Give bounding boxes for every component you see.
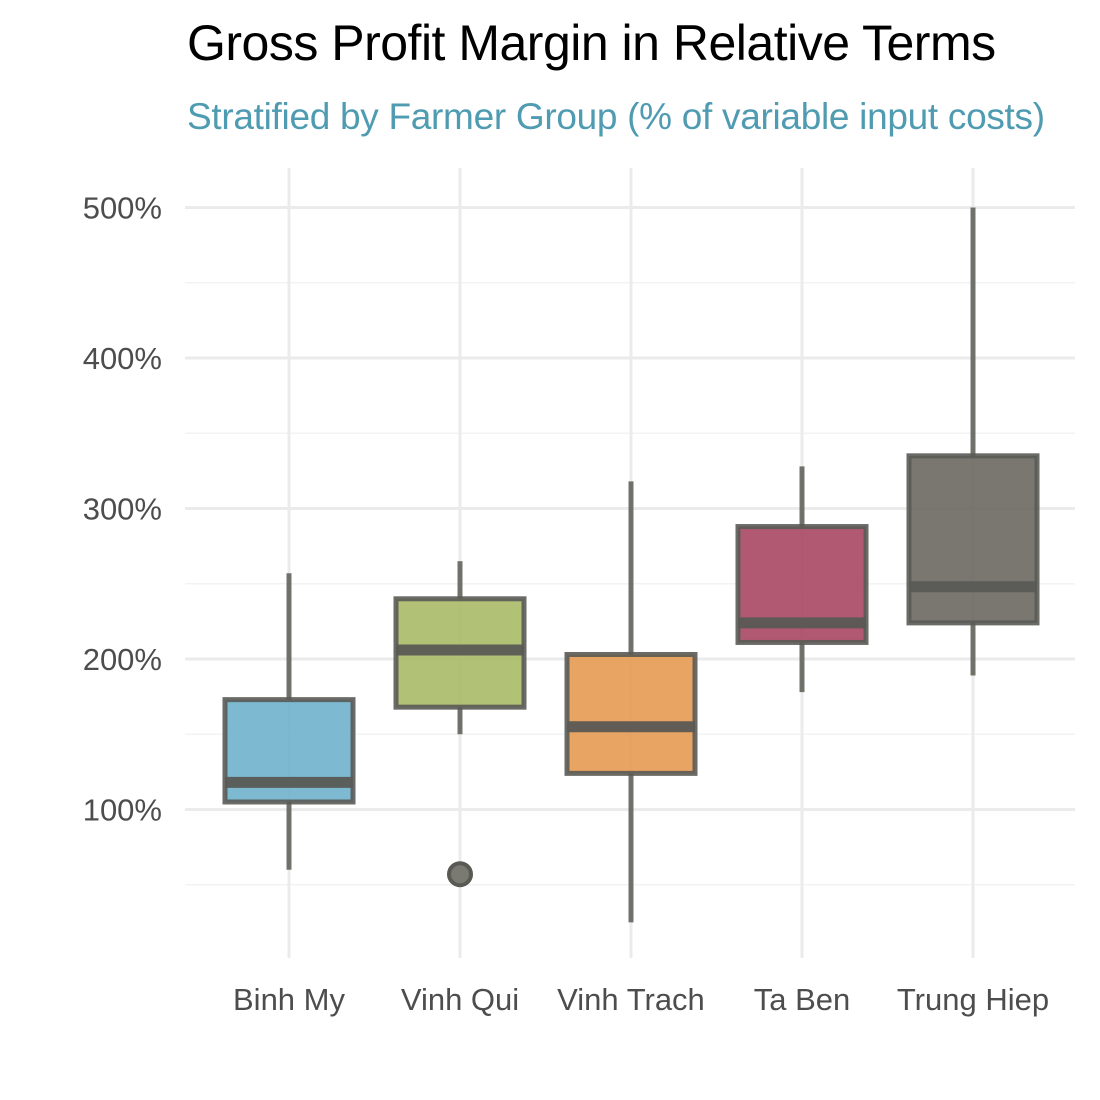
y-tick-label: 200% xyxy=(83,642,162,677)
box-body xyxy=(906,453,1040,626)
chart-subtitle: Stratified by Farmer Group (% of variabl… xyxy=(187,96,1045,137)
x-tick-label: Ta Ben xyxy=(754,982,851,1017)
x-tick-label: Trung Hiep xyxy=(897,982,1049,1017)
y-tick-label: 300% xyxy=(83,492,162,527)
y-tick-label: 400% xyxy=(83,341,162,376)
x-tick-label: Vinh Qui xyxy=(401,982,519,1017)
x-tick-label: Binh My xyxy=(233,982,345,1017)
outlier-point xyxy=(447,861,473,888)
chart-title: Gross Profit Margin in Relative Terms xyxy=(187,15,996,71)
box-vinh-qui xyxy=(393,561,527,888)
box-body xyxy=(564,651,698,776)
box-layer xyxy=(222,207,1040,923)
box-vinh-trach xyxy=(564,481,698,923)
x-tick-label: Vinh Trach xyxy=(557,982,705,1017)
box-binh-my xyxy=(222,573,356,870)
y-tick-label: 500% xyxy=(83,191,162,226)
y-axis: 100% 200% 300% 400% 500% xyxy=(83,191,162,828)
x-axis: Binh My Vinh Qui Vinh Trach Ta Ben Trung Hie… xyxy=(233,982,1049,1017)
y-tick-label: 100% xyxy=(83,793,162,828)
box-ta-ben xyxy=(735,466,869,693)
box-trung-hiep xyxy=(906,207,1040,676)
